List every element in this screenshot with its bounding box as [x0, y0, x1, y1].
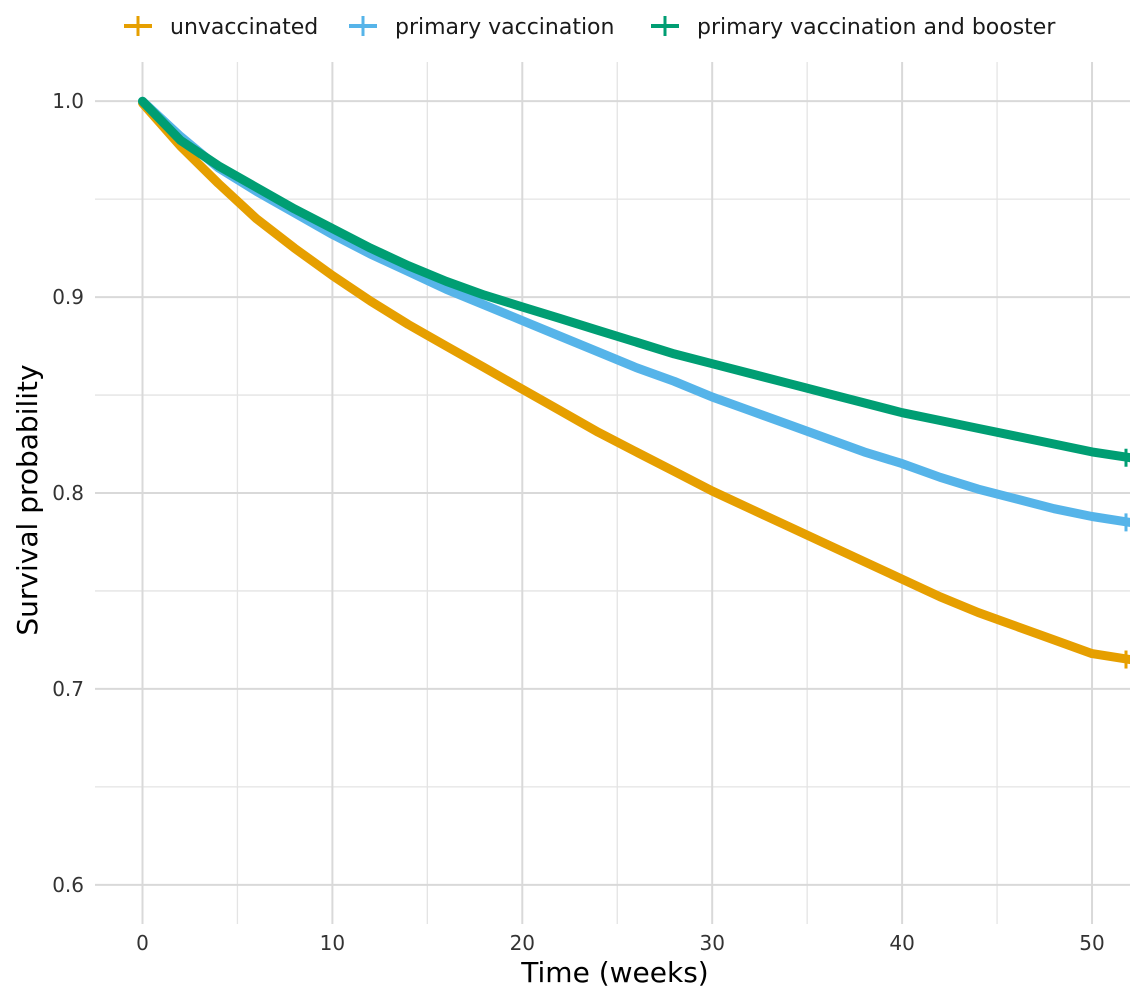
x-tick-label: 40: [889, 931, 914, 955]
legend-item-1: primary vaccination: [349, 15, 614, 40]
x-tick-label: 10: [320, 931, 345, 955]
x-tick-label: 0: [136, 931, 149, 955]
series-layer: [138, 96, 1130, 669]
y-axis-title: Survival probability: [11, 364, 44, 635]
y-tick-label: 0.9: [52, 285, 84, 309]
y-tick-label: 1.0: [52, 89, 84, 113]
x-tick-label: 30: [699, 931, 724, 955]
y-tick-label: 0.7: [52, 677, 84, 701]
series-line-1: [138, 96, 1130, 527]
y-tick-label: 0.8: [52, 481, 84, 505]
y-tick-labels: 0.6 0.7 0.8 0.9 1.0: [52, 89, 84, 897]
legend: unvaccinated primary vaccination primary v…: [124, 15, 1056, 40]
legend-label: primary vaccination and booster: [697, 15, 1056, 40]
legend-item-2: primary vaccination and booster: [651, 15, 1056, 40]
legend-label: unvaccinated: [170, 15, 318, 40]
series-line-0: [138, 98, 1130, 664]
legend-item-0: unvaccinated: [124, 15, 318, 40]
x-tick-label: 50: [1079, 931, 1104, 955]
y-tick-label: 0.6: [52, 873, 84, 897]
x-tick-label: 20: [510, 931, 535, 955]
x-tick-labels: 0 10 20 30 40 50: [136, 931, 1105, 955]
x-axis-title: Time (weeks): [520, 956, 708, 987]
legend-label: primary vaccination: [395, 15, 614, 40]
series-line-2: [138, 96, 1130, 463]
